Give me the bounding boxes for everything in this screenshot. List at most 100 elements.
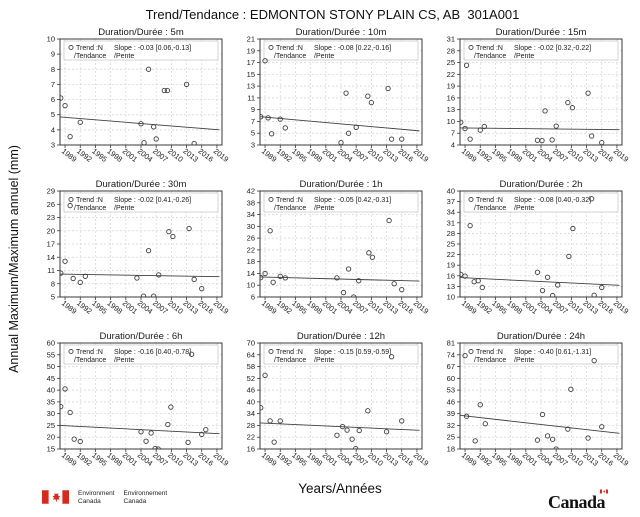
svg-text:35: 35: [47, 397, 55, 406]
svg-text:2007: 2007: [351, 450, 370, 467]
svg-text:10: 10: [447, 293, 455, 302]
svg-text:16: 16: [447, 271, 455, 280]
subplot-title: Duration/Durée : 6h: [100, 331, 183, 342]
svg-text:30: 30: [247, 222, 255, 231]
svg-text:38: 38: [247, 198, 255, 207]
svg-text:2007: 2007: [551, 450, 570, 467]
legend-trend-label: Trend :N: [476, 349, 503, 356]
svg-text:15: 15: [47, 445, 55, 454]
data-points: [260, 58, 405, 145]
subplot-title: Duration/Durée : 15m: [496, 27, 587, 38]
svg-text:5: 5: [51, 110, 55, 119]
legend-trend-label: Trend :N: [276, 45, 303, 52]
trend-line: [260, 276, 420, 282]
svg-text:1998: 1998: [105, 146, 124, 163]
svg-text:25: 25: [447, 58, 455, 67]
svg-text:1992: 1992: [75, 146, 94, 163]
maple-leaf-icon: [52, 491, 61, 502]
subplot-canvas-12h: Duration/Durée : 12h Trend :N/Tendance Slo…: [247, 331, 431, 468]
svg-text:2019: 2019: [412, 298, 431, 315]
svg-text:23: 23: [47, 213, 55, 222]
axis-ticks: [257, 190, 418, 300]
svg-text:22: 22: [247, 433, 255, 442]
svg-text:2010: 2010: [366, 146, 385, 163]
svg-text:17: 17: [247, 58, 255, 67]
svg-text:55: 55: [47, 350, 55, 359]
legend-pente-label: /Pente: [114, 357, 134, 364]
svg-text:25: 25: [447, 240, 455, 249]
axis-ticks: [457, 342, 618, 452]
svg-text:2013: 2013: [581, 146, 600, 163]
legend: Trend :N/Tendance Slope : -0.05 [0.42,-0.…: [263, 192, 419, 213]
legend-pente-label: /Pente: [314, 53, 334, 60]
svg-text:1989: 1989: [260, 298, 279, 315]
svg-text:2004: 2004: [136, 450, 155, 467]
svg-text:2016: 2016: [397, 146, 416, 163]
svg-text:11: 11: [247, 93, 255, 102]
svg-text:10: 10: [47, 35, 55, 44]
svg-text:32: 32: [447, 421, 455, 430]
wordmark-flag-icon: [600, 489, 609, 494]
subplot-canvas-10m: Duration/Durée : 10m Trend :N/Tendance Slo…: [247, 27, 431, 164]
svg-text:9: 9: [251, 105, 255, 114]
svg-text:2013: 2013: [581, 450, 600, 467]
svg-text:74: 74: [447, 350, 455, 359]
svg-text:2004: 2004: [136, 298, 155, 315]
svg-text:1995: 1995: [90, 450, 109, 467]
data-points: [60, 202, 205, 297]
svg-text:2001: 2001: [121, 146, 140, 163]
svg-text:2001: 2001: [321, 450, 340, 467]
svg-text:7: 7: [51, 80, 55, 89]
svg-text:2010: 2010: [166, 450, 185, 467]
subplot-canvas-2h: Duration/Durée : 2h Trend :N/Tendance Slop…: [447, 179, 631, 316]
x-tick-labels: 1989199219951998200120042007201020132016…: [260, 298, 431, 315]
legend-trend-label: Trend :N: [476, 45, 503, 52]
axis-ticks: [57, 190, 218, 300]
y-tick-labels: 18 25 32 39 46 53 60 67 74 81: [447, 339, 455, 454]
data-points: [60, 66, 197, 145]
svg-text:2013: 2013: [181, 146, 200, 163]
svg-text:40: 40: [47, 386, 55, 395]
svg-text:18: 18: [447, 445, 455, 454]
x-tick-labels: 1989199219951998200120042007201020132016…: [460, 298, 631, 315]
svg-text:60: 60: [447, 374, 455, 383]
svg-text:2010: 2010: [166, 298, 185, 315]
svg-text:2019: 2019: [612, 146, 631, 163]
svg-text:60: 60: [47, 339, 55, 348]
svg-text:2010: 2010: [166, 146, 185, 163]
svg-text:10: 10: [447, 117, 455, 126]
environnement-canada-fr: Environnement Canada: [123, 490, 168, 506]
subplot-5m: Duration/Durée : 5m Trend :N/Tendance Slop…: [32, 26, 232, 178]
legend: Trend :N/Tendance Slope : -0.02 [0.32,-0.…: [463, 40, 619, 61]
subplot-12h: Duration/Durée : 12h Trend :N/Tendance Slo…: [232, 330, 432, 482]
svg-text:4: 4: [51, 125, 55, 134]
svg-text:1992: 1992: [475, 146, 494, 163]
svg-text:2001: 2001: [521, 298, 540, 315]
trend-line: [460, 277, 620, 286]
svg-text:19: 19: [247, 46, 255, 55]
y-tick-labels: 4 7 10 13 16 19 22 25 28 31: [447, 35, 455, 150]
svg-text:2013: 2013: [381, 298, 400, 315]
svg-text:2019: 2019: [612, 298, 631, 315]
svg-text:34: 34: [247, 409, 255, 418]
subplot-15m: Duration/Durée : 15m Trend :N/Tendance Slo…: [432, 26, 632, 178]
svg-text:1992: 1992: [75, 298, 94, 315]
legend-pente-label: /Pente: [114, 205, 134, 212]
legend-slope-value: Slope : -0.08 [0.22,-0.16]: [314, 45, 391, 52]
legend-pente-label: /Pente: [514, 205, 534, 212]
svg-text:16: 16: [247, 445, 255, 454]
data-points: [460, 62, 605, 145]
svg-text:14: 14: [247, 269, 255, 278]
legend-trend-label: Trend :N: [276, 197, 303, 204]
legend-pente-label: /Pente: [314, 357, 334, 364]
svg-text:1995: 1995: [290, 146, 309, 163]
svg-text:25: 25: [447, 433, 455, 442]
svg-text:1989: 1989: [260, 146, 279, 163]
svg-text:2001: 2001: [521, 146, 540, 163]
axis-ticks: [457, 190, 618, 300]
legend-slope-value: Slope : -0.02 [0.41,-0.26]: [114, 197, 191, 204]
axis-ticks: [457, 38, 618, 148]
svg-text:21: 21: [247, 35, 255, 44]
legend: Trend :N/Tendance Slope : -0.02 [0.41,-0.…: [63, 192, 219, 213]
legend-slope-value: Slope : -0.16 [0.40,-0.78]: [114, 349, 191, 356]
